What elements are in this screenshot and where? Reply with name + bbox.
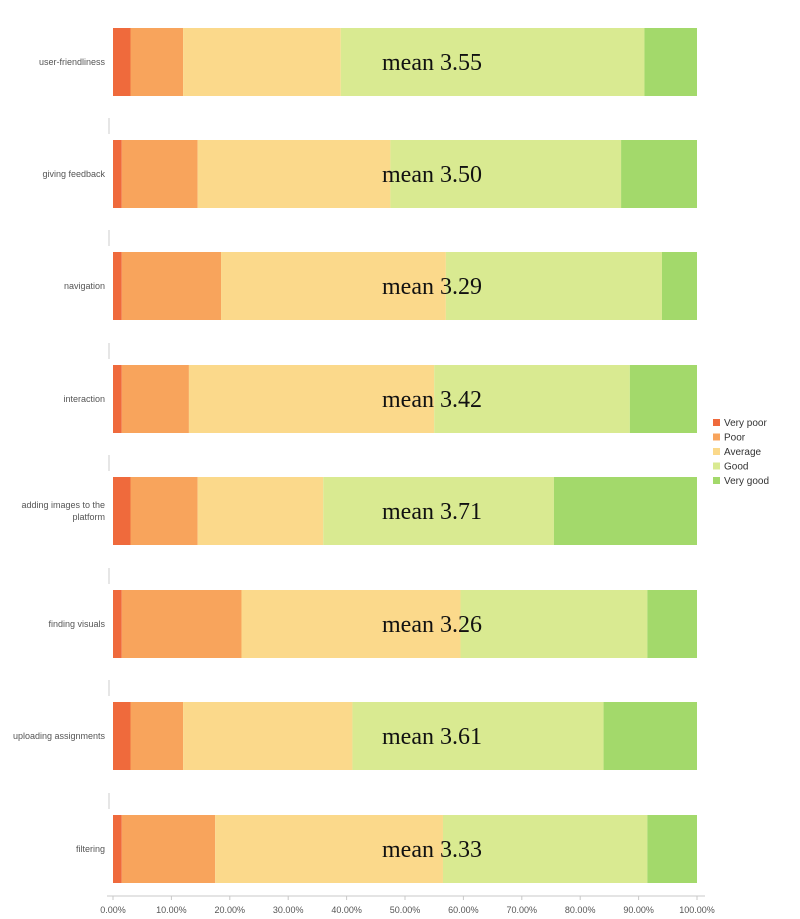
x-tick-label: 30.00% (273, 905, 304, 915)
bar-segment-poor[interactable] (121, 590, 242, 658)
x-tick-label: 100.00% (679, 905, 715, 915)
bar-segment-average[interactable] (197, 477, 324, 545)
bar-segment-good[interactable] (340, 28, 645, 96)
bar-segment-average[interactable] (188, 365, 435, 433)
bar-segment-average[interactable] (183, 702, 353, 770)
x-tick-label: 0.00% (100, 905, 126, 915)
mean-annotations: mean 3.55 mean 3.50 mean 3.29 mean 3.42 mean… (382, 50, 482, 863)
bar-segment-good[interactable] (352, 702, 604, 770)
x-tick-label: 80.00% (565, 905, 596, 915)
legend-swatch (713, 477, 720, 484)
bar-segment-average[interactable] (197, 140, 391, 208)
legend-swatch (713, 462, 720, 470)
bar-segment-average[interactable] (241, 590, 461, 658)
bar-segment-good[interactable] (323, 477, 554, 545)
bar-segment-poor[interactable] (121, 140, 198, 208)
legend-label: Very good (724, 476, 769, 487)
category-labels: user-friendliness giving feedback navigati… (13, 57, 106, 854)
bar-segment-very-good[interactable] (621, 140, 697, 208)
bar-segment-poor[interactable] (121, 252, 222, 320)
bar-segment-very-poor[interactable] (113, 365, 122, 433)
legend-label: Very poor (724, 418, 767, 429)
bar-segment-very-good[interactable] (647, 815, 697, 883)
bar-segment-very-poor[interactable] (113, 140, 122, 208)
mean-annotation: mean 3.71 (382, 499, 482, 525)
bar-segment-very-poor[interactable] (113, 702, 131, 770)
bar-segment-poor[interactable] (121, 365, 189, 433)
bar-segment-poor[interactable] (130, 28, 184, 96)
bar-segment-very-good[interactable] (553, 477, 697, 545)
bar-segment-very-good[interactable] (629, 365, 697, 433)
x-tick-label: 10.00% (156, 905, 187, 915)
legend-swatch (713, 419, 720, 426)
x-tick-label: 90.00% (623, 905, 654, 915)
bar-segment-good[interactable] (434, 365, 630, 433)
category-label: filtering (76, 844, 105, 854)
mean-annotation: mean 3.55 (382, 50, 482, 76)
x-tick-label: 60.00% (448, 905, 479, 915)
bar-segment-average[interactable] (183, 28, 341, 96)
category-label: navigation (64, 281, 105, 291)
category-label: interaction (63, 394, 105, 404)
bar-segment-very-good[interactable] (647, 590, 697, 658)
category-label: finding visuals (48, 619, 105, 629)
x-tick-label: 70.00% (507, 905, 538, 915)
legend-swatch (713, 433, 720, 441)
bar-segment-very-poor[interactable] (113, 590, 122, 658)
legend-label: Poor (724, 433, 746, 444)
mean-annotation: mean 3.50 (382, 162, 482, 188)
bar-segment-poor[interactable] (130, 702, 184, 770)
legend-swatch (713, 448, 720, 455)
bar-segment-good[interactable] (445, 252, 662, 320)
bar-segment-average[interactable] (215, 815, 443, 883)
bar-segment-very-poor[interactable] (113, 815, 122, 883)
category-label: user-friendliness (39, 57, 106, 67)
mean-annotation: mean 3.33 (382, 837, 482, 863)
bar-segment-good[interactable] (442, 815, 648, 883)
bar-segment-very-poor[interactable] (113, 477, 131, 545)
bar-segment-very-good[interactable] (661, 252, 697, 320)
bar-segment-very-good[interactable] (603, 702, 697, 770)
bar-segment-very-poor[interactable] (113, 28, 131, 96)
bars-layer (113, 28, 697, 883)
mean-annotation: mean 3.29 (382, 274, 482, 300)
bar-segment-average[interactable] (221, 252, 446, 320)
x-axis: 0.00% 10.00% 20.00% 30.00% 40.00% 50.00% 60.00… (100, 118, 715, 915)
category-label: uploading assignments (13, 731, 106, 741)
category-label: giving feedback (42, 169, 105, 179)
bar-segment-good[interactable] (460, 590, 648, 658)
legend-label: Average (724, 447, 762, 458)
x-tick-label: 40.00% (331, 905, 362, 915)
legend-label: Good (724, 462, 748, 473)
x-tick-label: 20.00% (215, 905, 246, 915)
bar-segment-very-good[interactable] (644, 28, 697, 96)
bar-segment-poor[interactable] (121, 815, 216, 883)
category-label: adding images to the platform (21, 500, 105, 522)
legend[interactable]: Very poor Poor Average Good Very good (713, 418, 769, 487)
bar-segment-good[interactable] (390, 140, 622, 208)
x-tick-label: 50.00% (390, 905, 421, 915)
bar-segment-very-poor[interactable] (113, 252, 122, 320)
mean-annotation: mean 3.26 (382, 612, 482, 638)
mean-annotation: mean 3.42 (382, 387, 482, 413)
mean-annotation: mean 3.61 (382, 724, 482, 750)
bar-segment-poor[interactable] (130, 477, 198, 545)
